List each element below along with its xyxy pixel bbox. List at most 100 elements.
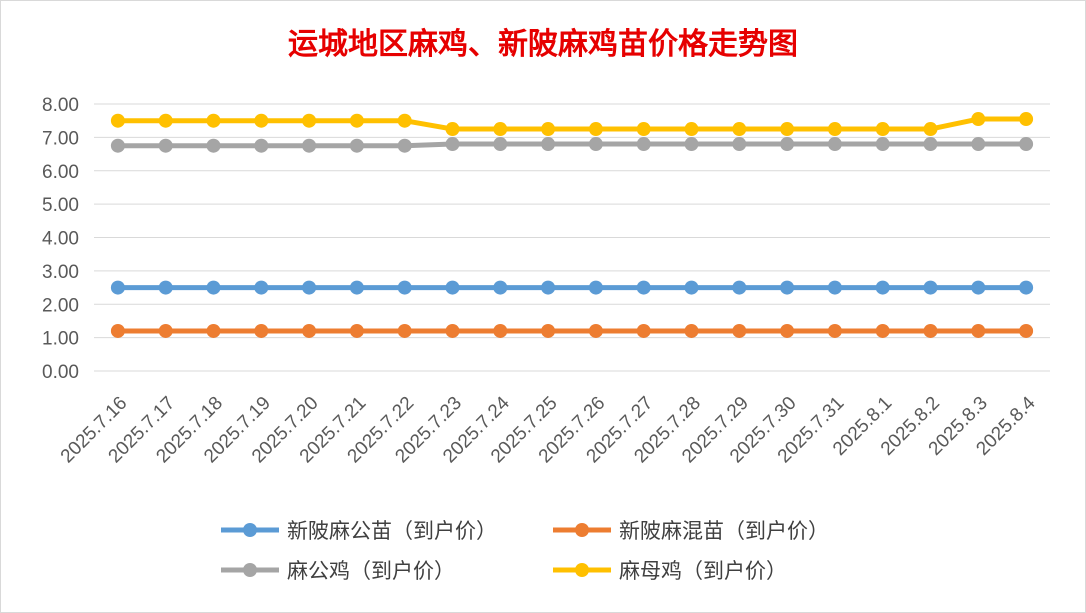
data-point: [1019, 323, 1034, 338]
gridlines: [94, 103, 1050, 372]
data-point: [923, 323, 938, 338]
y-tick-label: 8.00: [42, 95, 79, 116]
legend-marker: [575, 563, 589, 577]
legend-entry: 新陂麻混苗（到户价）: [553, 519, 829, 543]
data-point: [1019, 280, 1034, 295]
data-point: [541, 122, 556, 137]
legend-marker: [243, 563, 257, 577]
data-point: [302, 138, 317, 153]
data-point: [780, 280, 795, 295]
data-point: [445, 137, 460, 152]
data-point: [349, 138, 364, 153]
y-tick-label: 4.00: [42, 229, 79, 250]
data-point: [1019, 137, 1034, 152]
data-point: [588, 280, 603, 295]
data-point: [732, 280, 747, 295]
data-point: [636, 323, 651, 338]
data-point: [541, 323, 556, 338]
data-point: [684, 323, 699, 338]
data-point: [110, 138, 125, 153]
data-point: [397, 280, 412, 295]
legend-entry: 麻母鸡（到户价）: [553, 559, 787, 583]
data-point: [158, 280, 173, 295]
data-point: [445, 323, 460, 338]
data-point: [254, 113, 269, 128]
legend-label: 新陂麻公苗（到户价）: [287, 519, 497, 543]
data-point: [923, 137, 938, 152]
data-point: [732, 137, 747, 152]
data-point: [254, 138, 269, 153]
data-point: [923, 122, 938, 137]
data-point: [349, 280, 364, 295]
data-point: [158, 138, 173, 153]
y-tick-label: 3.00: [42, 262, 79, 283]
chart-title: 运城地区麻鸡、新陂麻鸡苗价格走势图: [288, 27, 798, 62]
data-point: [971, 280, 986, 295]
y-tick-label: 7.00: [42, 128, 79, 149]
data-point: [493, 280, 508, 295]
data-point: [493, 323, 508, 338]
data-point: [588, 122, 603, 137]
data-point: [827, 137, 842, 152]
data-point: [684, 122, 699, 137]
data-point: [636, 122, 651, 137]
data-point: [397, 113, 412, 128]
data-point: [875, 137, 890, 152]
series-lines: [110, 112, 1034, 338]
y-axis-ticks: 0.00 1.00 2.00 3.00 4.00 5.00 6.00 7.00 8.00: [42, 95, 79, 383]
series-group: [110, 137, 1034, 153]
data-point: [923, 280, 938, 295]
data-point: [445, 122, 460, 137]
series-line: [115, 116, 1029, 132]
legend-marker: [575, 523, 589, 537]
x-axis-ticks: 2025.7.162025.7.172025.7.182025.7.192025…: [57, 392, 1040, 467]
data-point: [110, 113, 125, 128]
data-point: [110, 323, 125, 338]
data-point: [1019, 112, 1034, 127]
data-point: [206, 280, 221, 295]
data-point: [636, 137, 651, 152]
data-point: [588, 137, 603, 152]
data-point: [684, 137, 699, 152]
data-point: [445, 280, 460, 295]
legend-entry: 麻公鸡（到户价）: [221, 559, 455, 583]
data-point: [349, 323, 364, 338]
data-point: [493, 137, 508, 152]
data-point: [397, 138, 412, 153]
y-tick-label: 5.00: [42, 195, 79, 216]
series-group: [110, 280, 1034, 295]
series-group: [110, 323, 1034, 338]
data-point: [875, 280, 890, 295]
data-point: [588, 323, 603, 338]
data-point: [541, 280, 556, 295]
data-point: [780, 323, 795, 338]
data-point: [206, 113, 221, 128]
data-point: [302, 323, 317, 338]
data-point: [971, 112, 986, 127]
data-point: [158, 323, 173, 338]
legend-marker: [243, 523, 257, 537]
series-line: [115, 141, 1029, 149]
data-point: [158, 113, 173, 128]
data-point: [732, 323, 747, 338]
data-point: [302, 113, 317, 128]
data-point: [875, 122, 890, 137]
y-tick-label: 1.00: [42, 329, 79, 350]
data-point: [397, 323, 412, 338]
data-point: [971, 323, 986, 338]
data-point: [827, 280, 842, 295]
data-point: [206, 138, 221, 153]
data-point: [302, 280, 317, 295]
series-group: [110, 112, 1034, 137]
data-point: [732, 122, 747, 137]
legend: 新陂麻公苗（到户价） 新陂麻混苗（到户价） 麻公鸡（到户价） 麻母鸡（到户价）: [221, 519, 829, 583]
data-point: [875, 323, 890, 338]
data-point: [254, 323, 269, 338]
y-tick-label: 6.00: [42, 162, 79, 183]
data-point: [971, 137, 986, 152]
data-point: [110, 280, 125, 295]
legend-label: 新陂麻混苗（到户价）: [619, 519, 829, 543]
data-point: [349, 113, 364, 128]
